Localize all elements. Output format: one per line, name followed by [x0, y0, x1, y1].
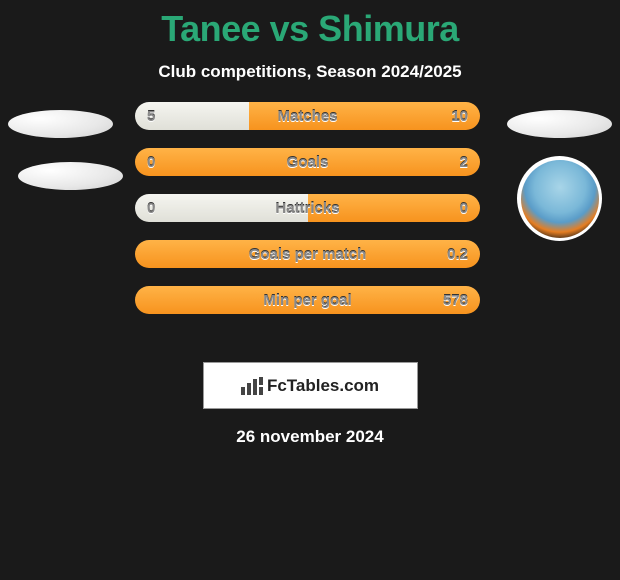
bar-label: Hattricks [135, 194, 480, 222]
fctables-label: FcTables.com [267, 376, 379, 396]
date-label: 26 november 2024 [0, 427, 620, 447]
stat-bar-goals-per-match: 0.2Goals per match [135, 240, 480, 268]
page-title: Tanee vs Shimura [0, 0, 620, 50]
player-left-avatar-2 [18, 162, 123, 190]
chart-icon [241, 377, 263, 395]
comparison-stage: 510Matches 02Goals 00Hattricks 0.2Goals per… [0, 102, 620, 362]
stat-bar-goals: 02Goals [135, 148, 480, 176]
stat-bar-matches: 510Matches [135, 102, 480, 130]
bar-label: Matches [135, 102, 480, 130]
player-left-avatar-1 [8, 110, 113, 138]
bar-label: Goals [135, 148, 480, 176]
bar-label: Goals per match [135, 240, 480, 268]
bar-label: Min per goal [135, 286, 480, 314]
stat-bar-hattricks: 00Hattricks [135, 194, 480, 222]
club-badge-icon [521, 160, 599, 238]
player-right-avatar [507, 110, 612, 138]
club-badge-right [517, 156, 602, 241]
fctables-watermark: FcTables.com [203, 362, 418, 409]
stat-bar-min-per-goal: 578Min per goal [135, 286, 480, 314]
page-subtitle: Club competitions, Season 2024/2025 [0, 62, 620, 82]
stat-bars: 510Matches 02Goals 00Hattricks 0.2Goals per… [135, 102, 480, 332]
